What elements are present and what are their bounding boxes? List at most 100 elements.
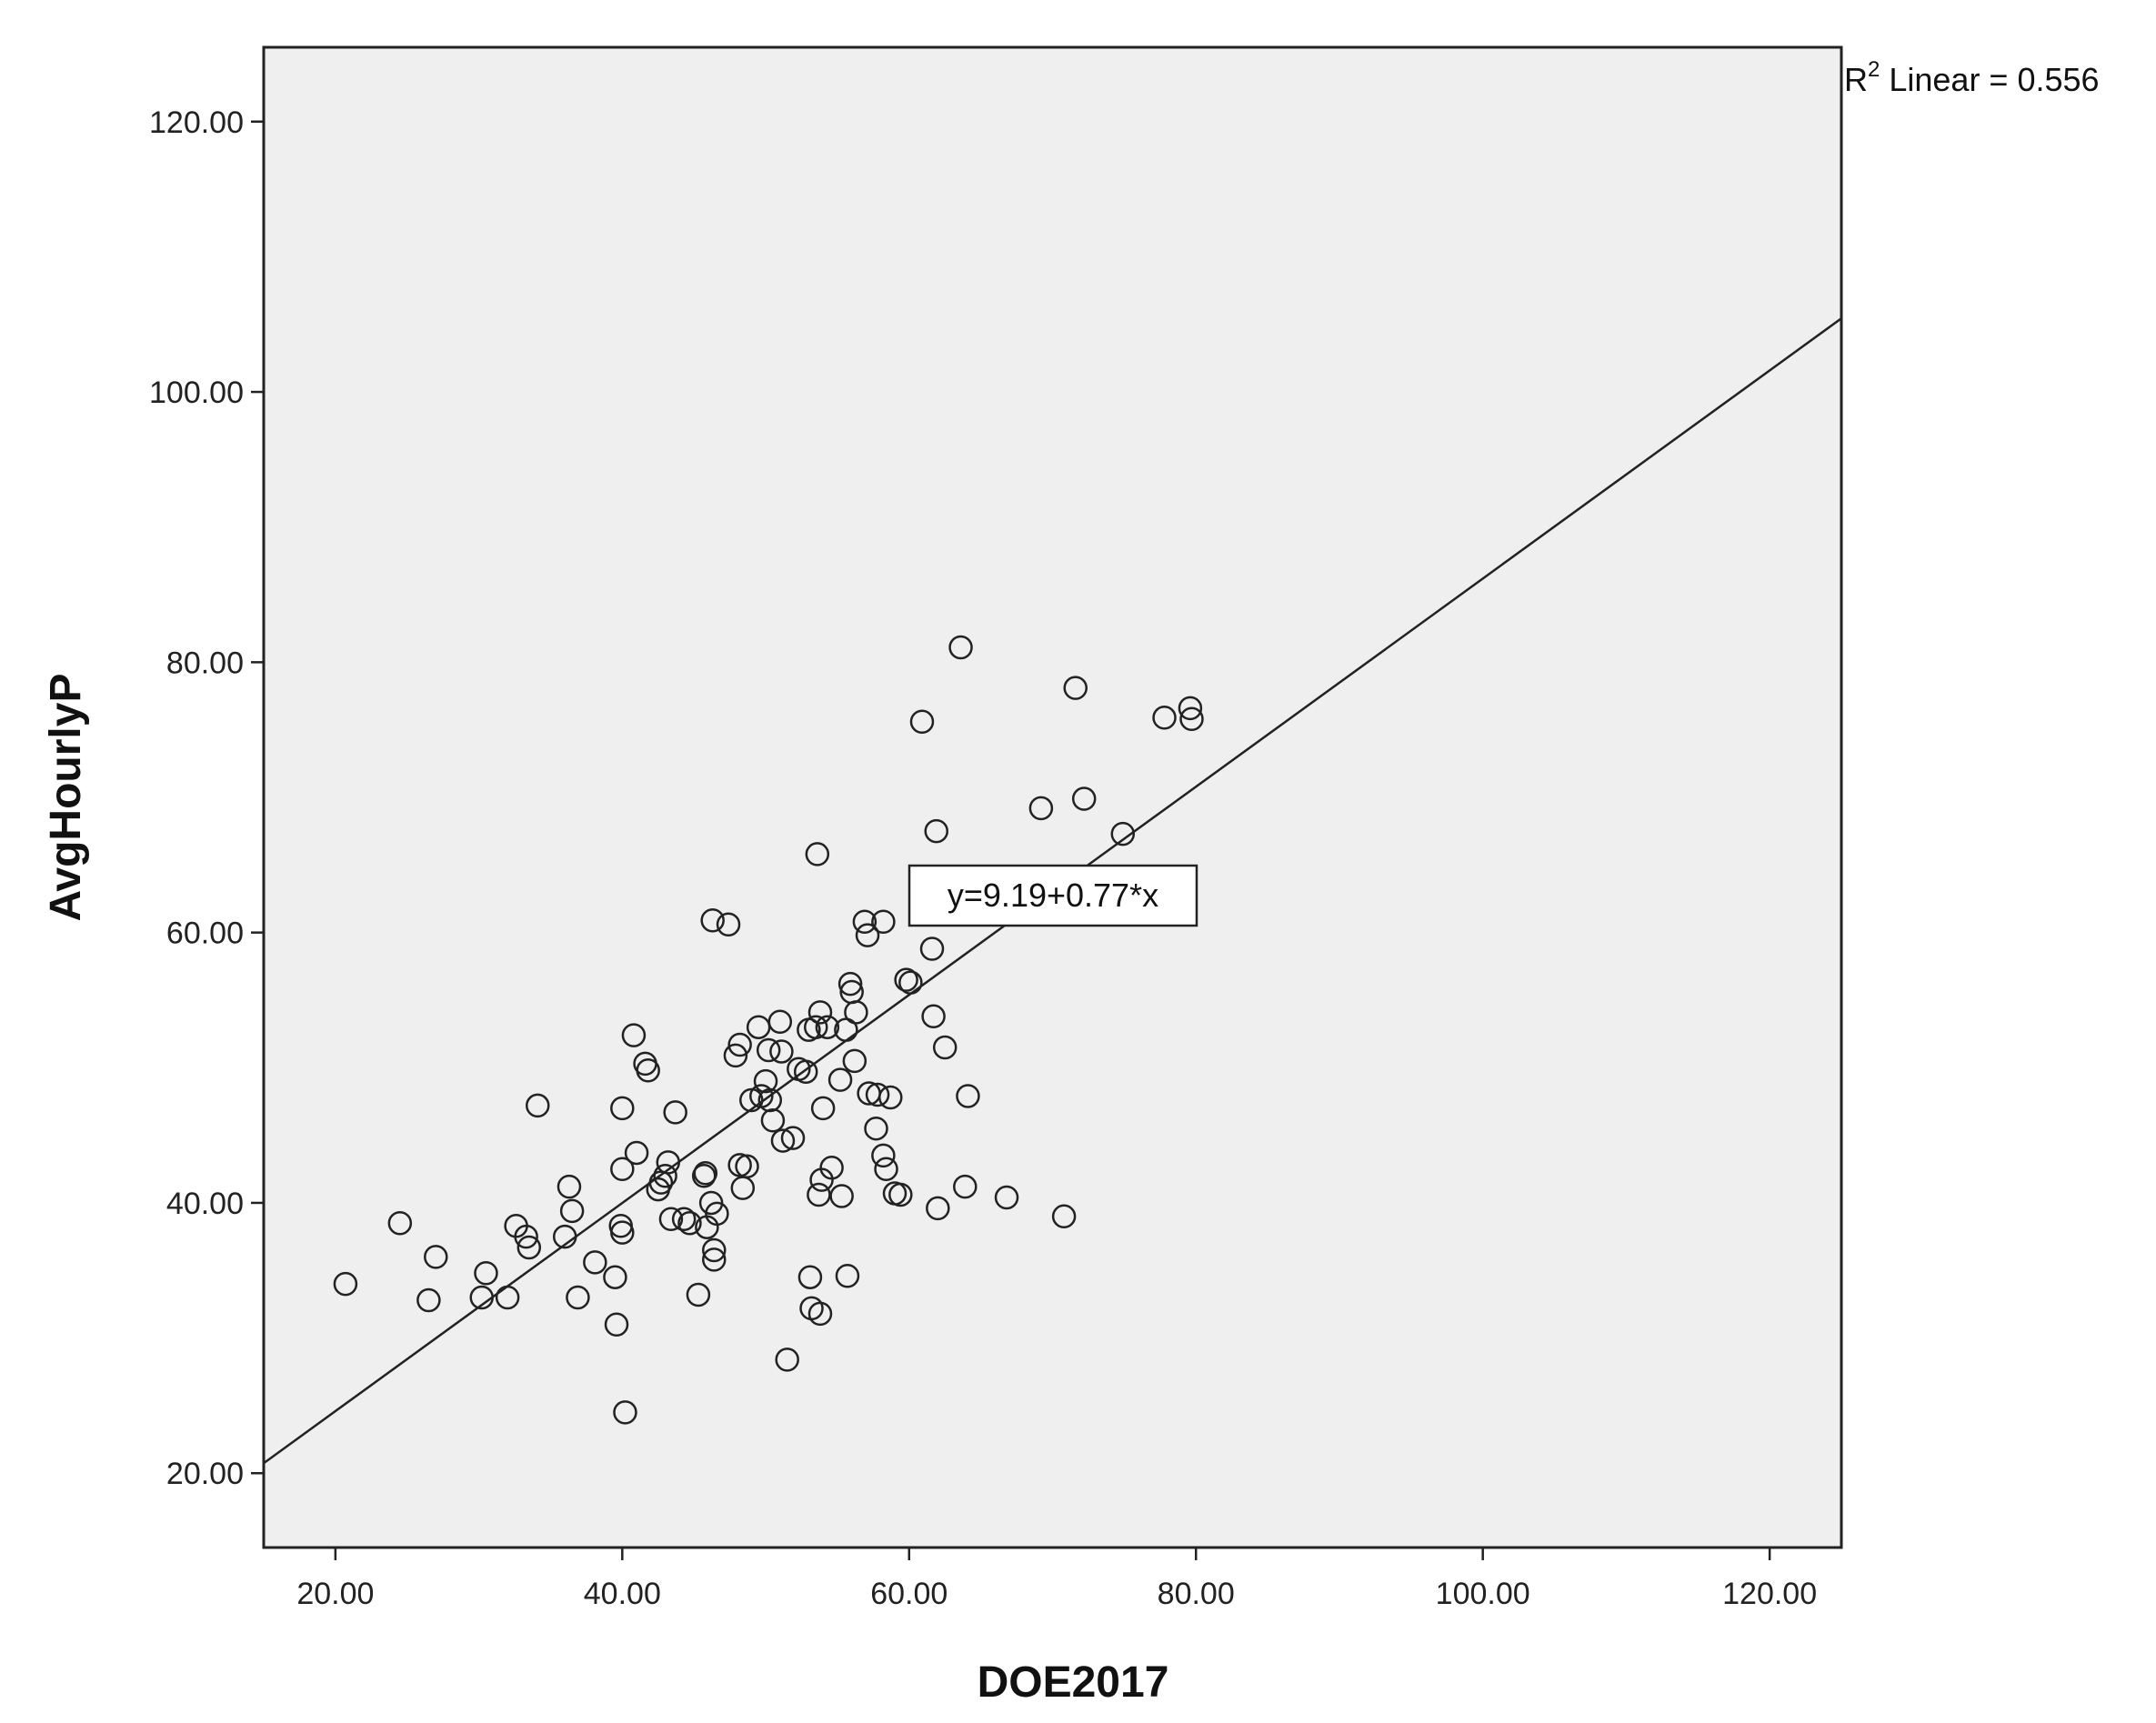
data-point bbox=[932, 1035, 958, 1060]
y-axis-title: AvgHourlyP bbox=[42, 674, 90, 922]
data-point bbox=[948, 635, 973, 660]
data-point bbox=[767, 1009, 793, 1035]
data-point bbox=[387, 1210, 413, 1236]
x-tick-label: 20.00 bbox=[296, 1577, 374, 1611]
x-tick-label: 80.00 bbox=[1158, 1577, 1235, 1611]
data-point bbox=[1110, 821, 1136, 846]
data-point bbox=[610, 1157, 635, 1182]
data-point bbox=[514, 1224, 538, 1249]
data-point bbox=[735, 1154, 759, 1179]
data-point bbox=[526, 1093, 550, 1118]
data-point bbox=[516, 1235, 542, 1260]
data-point bbox=[557, 1174, 582, 1199]
data-point bbox=[705, 1201, 729, 1227]
x-tick-label: 100.00 bbox=[1436, 1577, 1530, 1611]
data-point bbox=[663, 1100, 687, 1125]
data-point bbox=[653, 1163, 677, 1188]
data-point bbox=[827, 1067, 853, 1092]
data-point bbox=[610, 1096, 635, 1121]
r2-label: R2 Linear = 0.556 bbox=[1844, 57, 2100, 98]
data-point bbox=[610, 1220, 635, 1245]
data-point bbox=[621, 1023, 647, 1047]
data-point bbox=[739, 1087, 764, 1113]
data-point bbox=[700, 908, 725, 933]
data-point bbox=[559, 1198, 585, 1224]
data-point bbox=[807, 1182, 831, 1207]
data-point bbox=[852, 909, 877, 935]
data-point bbox=[898, 970, 923, 995]
data-point bbox=[716, 912, 741, 937]
data-point bbox=[333, 1271, 358, 1297]
y-tick-label: 80.00 bbox=[166, 646, 244, 680]
data-point bbox=[636, 1058, 660, 1083]
data-point bbox=[583, 1250, 607, 1275]
data-point bbox=[658, 1207, 684, 1232]
data-point bbox=[1071, 786, 1097, 811]
data-point bbox=[807, 1000, 833, 1025]
data-point bbox=[613, 1400, 637, 1425]
data-point bbox=[919, 937, 945, 961]
data-point bbox=[829, 1184, 854, 1208]
data-point bbox=[888, 1182, 913, 1207]
data-point bbox=[855, 923, 880, 947]
r2-superscript: 2 bbox=[1868, 57, 1880, 82]
data-point bbox=[815, 1015, 840, 1039]
data-point bbox=[604, 1312, 629, 1337]
data-point bbox=[723, 1043, 748, 1068]
r2-prefix: R bbox=[1844, 61, 1868, 98]
data-point bbox=[819, 1156, 844, 1180]
data-point bbox=[926, 1196, 950, 1221]
data-point bbox=[994, 1185, 1019, 1210]
data-point bbox=[552, 1224, 577, 1249]
data-point bbox=[810, 1096, 836, 1121]
data-point bbox=[702, 1237, 727, 1263]
data-point bbox=[760, 1108, 786, 1133]
data-point bbox=[837, 971, 863, 997]
y-tick-label: 40.00 bbox=[166, 1187, 244, 1221]
data-point bbox=[835, 1263, 860, 1288]
data-point bbox=[894, 967, 918, 992]
points-layer bbox=[333, 635, 1204, 1425]
data-point bbox=[775, 1347, 799, 1372]
data-point bbox=[842, 1048, 867, 1074]
axis-ticks: 20.00 40.00 60.00 80.00 100.00 120.00 20.00 40.… bbox=[149, 105, 1817, 1611]
data-point bbox=[769, 1039, 794, 1064]
data-point bbox=[1028, 796, 1054, 821]
fit-equation-frame bbox=[908, 864, 1198, 927]
x-tick-label: 40.00 bbox=[584, 1577, 661, 1611]
data-point bbox=[727, 1032, 752, 1057]
data-point bbox=[878, 1085, 903, 1110]
y-tick-label: 20.00 bbox=[166, 1457, 244, 1491]
data-point bbox=[770, 1128, 796, 1153]
data-point bbox=[793, 1059, 818, 1085]
data-point bbox=[797, 1265, 823, 1289]
data-point bbox=[871, 909, 896, 935]
data-point bbox=[844, 1000, 868, 1025]
data-point bbox=[1179, 706, 1204, 732]
data-point bbox=[956, 1084, 980, 1108]
data-point bbox=[495, 1285, 520, 1310]
data-point bbox=[416, 1287, 441, 1313]
data-point bbox=[1152, 706, 1177, 730]
data-point bbox=[1051, 1204, 1077, 1229]
data-point bbox=[671, 1207, 697, 1232]
data-point bbox=[757, 1087, 783, 1113]
fit-equation-label: y=9.19+0.77*x bbox=[948, 877, 1158, 914]
data-point bbox=[909, 709, 935, 735]
data-point bbox=[686, 1282, 711, 1307]
data-point bbox=[874, 1157, 898, 1182]
y-tick-label: 60.00 bbox=[166, 917, 244, 951]
x-tick-label: 120.00 bbox=[1722, 1577, 1817, 1611]
data-point bbox=[805, 842, 830, 867]
data-point bbox=[780, 1126, 806, 1150]
data-point bbox=[603, 1265, 627, 1289]
data-point bbox=[677, 1210, 702, 1236]
y-tick-label: 120.00 bbox=[149, 105, 244, 140]
data-point bbox=[624, 1140, 649, 1166]
data-point bbox=[566, 1285, 590, 1310]
data-point bbox=[656, 1150, 681, 1175]
x-tick-label: 60.00 bbox=[870, 1577, 948, 1611]
data-point bbox=[1063, 676, 1088, 700]
data-point bbox=[804, 1015, 828, 1039]
